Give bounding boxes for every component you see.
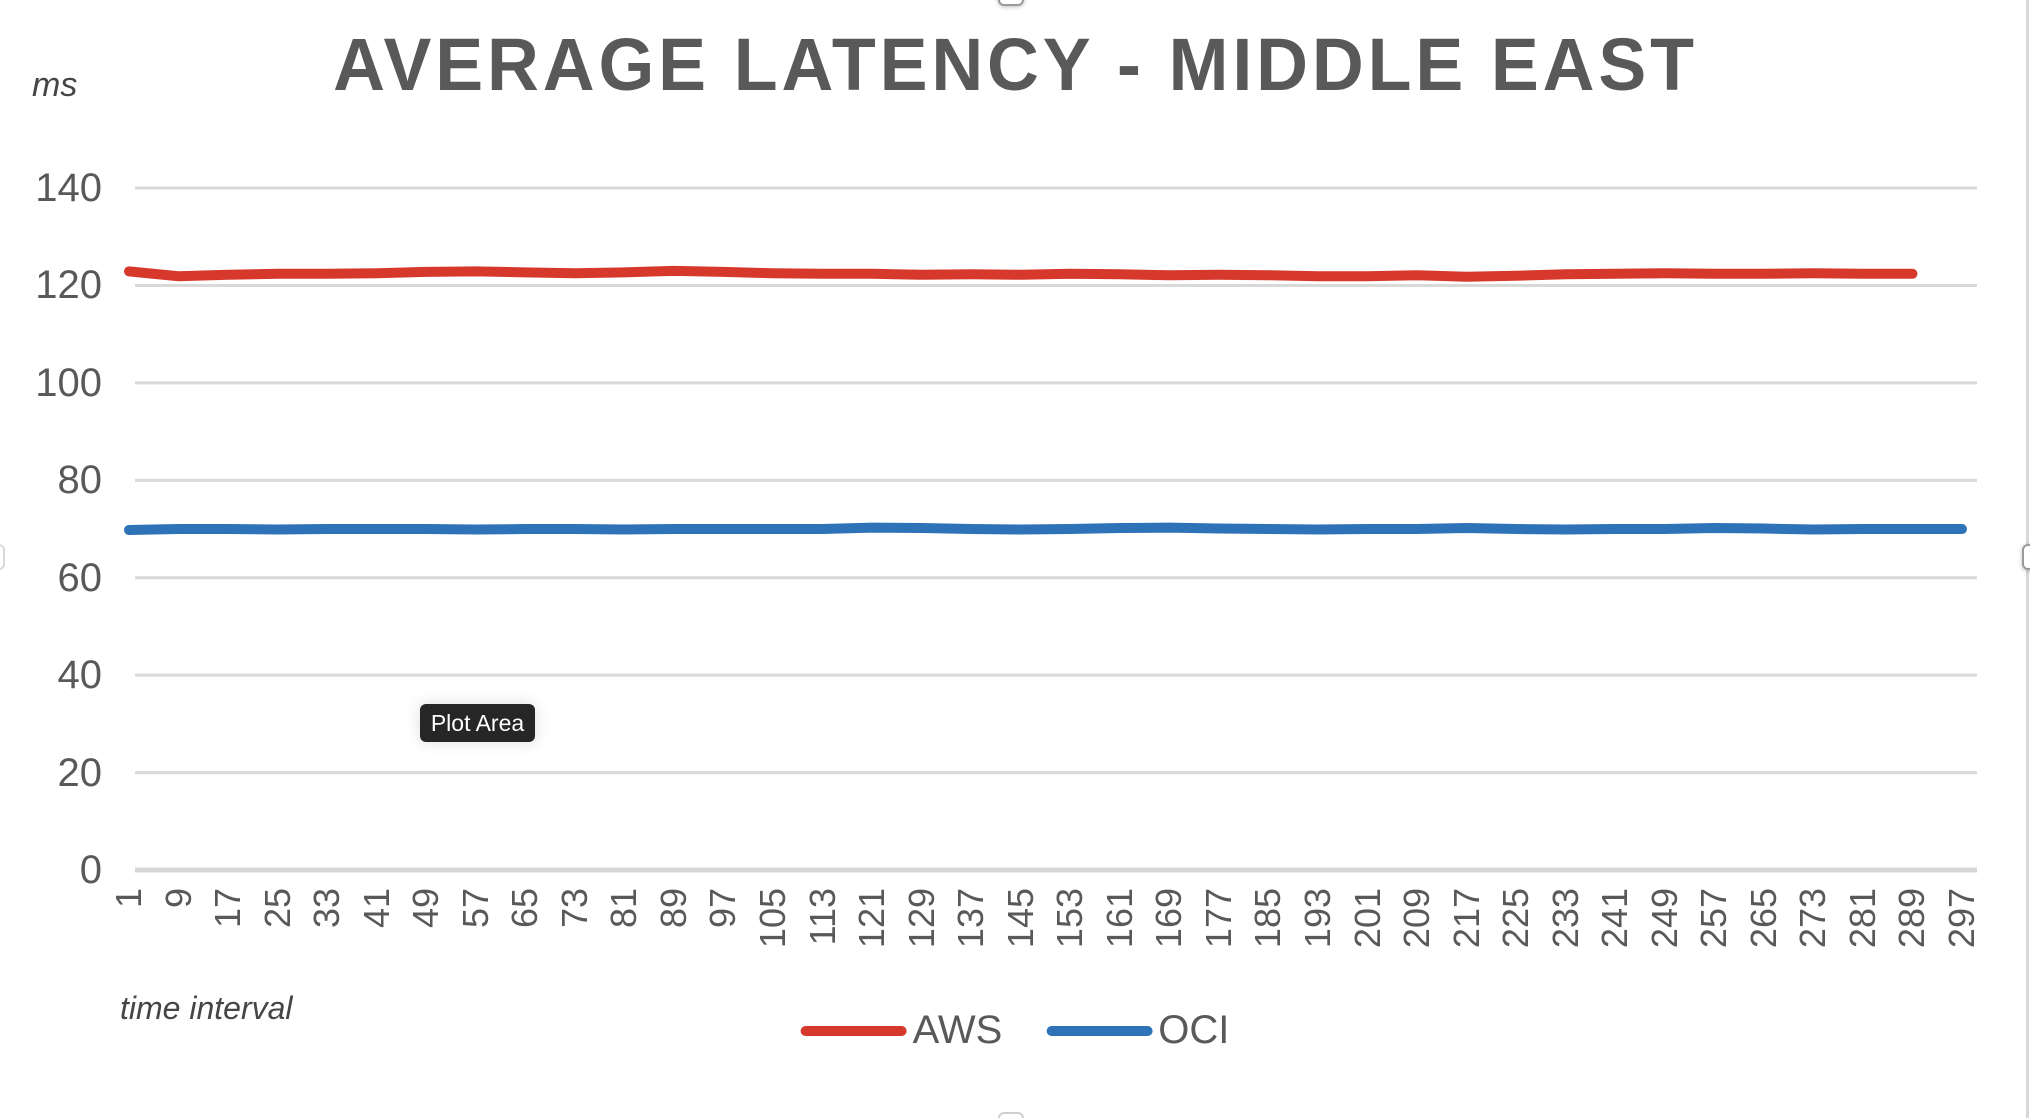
x-tick-label: 65 <box>504 888 546 929</box>
x-tick-label: 89 <box>652 888 694 929</box>
selection-handle-top[interactable] <box>998 0 1024 6</box>
legend-line-swatch <box>1046 1025 1153 1036</box>
x-tick-label: 153 <box>1049 888 1091 949</box>
y-axis-title: ms <box>32 66 78 104</box>
y-tick-label: 100 <box>35 360 102 405</box>
x-axis-title: time interval <box>120 990 293 1026</box>
x-tick-label: 41 <box>355 888 397 929</box>
x-tick-label: 57 <box>454 888 496 929</box>
x-tick-label: 209 <box>1396 888 1438 949</box>
x-tick-label: 185 <box>1247 888 1289 949</box>
x-tick-label: 113 <box>801 888 843 946</box>
x-tick-label: 169 <box>1148 888 1190 949</box>
x-tick-label: 49 <box>405 888 447 929</box>
legend-label: AWS <box>912 1008 1003 1052</box>
x-tick-label: 193 <box>1296 888 1338 949</box>
chart-title: AVERAGE LATENCY - MIDDLE EAST <box>332 23 1698 106</box>
x-tick-label: 281 <box>1841 888 1883 949</box>
x-tick-label: 137 <box>950 888 992 949</box>
series-line-aws[interactable] <box>124 265 1918 282</box>
x-tick-label: 265 <box>1742 888 1784 949</box>
x-tick-label: 81 <box>603 888 645 929</box>
plot-area-tooltip: Plot Area <box>420 704 535 742</box>
x-tick-label: 225 <box>1495 888 1537 949</box>
y-tick-label: 40 <box>57 653 103 698</box>
selection-handle-left[interactable] <box>0 544 5 570</box>
x-tick-label: 241 <box>1594 888 1636 949</box>
x-tick-label: 73 <box>553 888 595 929</box>
y-tick-label: 80 <box>57 458 103 503</box>
legend-line-swatch <box>800 1025 907 1036</box>
x-tick-label: 233 <box>1544 888 1586 949</box>
series-line-oci[interactable] <box>124 522 1967 536</box>
x-tick-label: 17 <box>207 888 249 929</box>
x-tick-label: 9 <box>157 888 199 909</box>
x-tick-label: 257 <box>1693 888 1735 949</box>
x-tick-label: 217 <box>1445 888 1487 949</box>
plot-area-tooltip-label: Plot Area <box>430 709 525 736</box>
chart-legend[interactable]: AWS OCI <box>800 1008 1229 1053</box>
x-tick-label: 1 <box>108 888 149 909</box>
y-tick-label: 140 <box>35 166 102 211</box>
legend-label: OCI <box>1158 1008 1230 1052</box>
x-tick-label: 297 <box>1940 888 1982 949</box>
x-tick-label: 121 <box>851 888 893 949</box>
selection-handle-bottom[interactable] <box>998 1112 1024 1118</box>
x-tick-label: 145 <box>999 888 1041 949</box>
x-tick-label: 25 <box>256 888 298 929</box>
x-tick-label: 177 <box>1197 888 1239 949</box>
x-tick-label: 97 <box>702 888 744 929</box>
y-tick-label: 120 <box>35 263 102 308</box>
y-tick-label: 20 <box>57 750 103 795</box>
legend-item-aws[interactable]: AWS <box>800 1008 1003 1053</box>
x-tick-label: 273 <box>1792 888 1834 949</box>
y-tick-label: 0 <box>79 848 102 892</box>
x-tick-label: 129 <box>900 888 942 949</box>
selection-handle-right[interactable] <box>2022 544 2030 570</box>
x-tick-label: 201 <box>1346 888 1388 949</box>
x-tick-label: 161 <box>1098 888 1140 949</box>
y-tick-label: 60 <box>57 555 103 600</box>
legend-item-oci[interactable]: OCI <box>1046 1008 1229 1053</box>
x-tick-label: 289 <box>1891 888 1933 949</box>
x-tick-label: 33 <box>306 888 348 929</box>
x-tick-label: 105 <box>752 888 794 949</box>
x-tick-label: 249 <box>1643 888 1685 949</box>
